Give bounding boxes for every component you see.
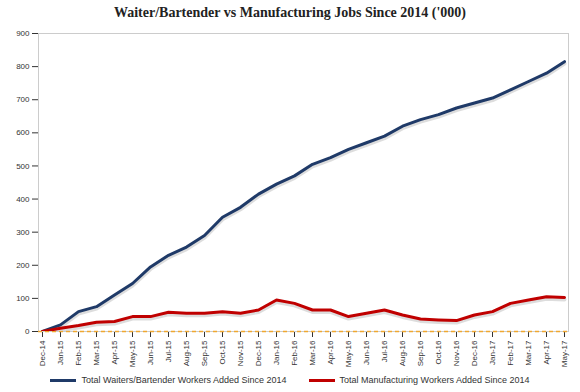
- svg-text:Dec-14: Dec-14: [38, 340, 47, 366]
- svg-text:800: 800: [16, 62, 30, 71]
- svg-text:May-16: May-16: [344, 340, 353, 367]
- html-text:Waiter/Bartender vs Manufactur: Waiter/Bartender vs Manufacturing Jobs S…: [114, 5, 466, 20]
- svg-text:Feb-15: Feb-15: [74, 340, 83, 366]
- svg-text:300: 300: [16, 228, 30, 237]
- svg-text:May-17: May-17: [560, 340, 569, 367]
- svg-text:Oct-16: Oct-16: [434, 340, 443, 365]
- svg-text:400: 400: [16, 195, 30, 204]
- svg-text:Feb-16: Feb-16: [290, 340, 299, 366]
- svg-text:900: 900: [16, 29, 30, 38]
- svg-text:Jan-16: Jan-16: [272, 340, 281, 365]
- svg-text:Sep-15: Sep-15: [200, 340, 209, 366]
- svg-text:Aug-15: Aug-15: [182, 340, 191, 366]
- svg-text:Jul-16: Jul-16: [380, 340, 389, 362]
- svg-text:Dec-16: Dec-16: [470, 340, 479, 366]
- svg-text:Apr-16: Apr-16: [326, 340, 335, 365]
- svg-text:Nov-15: Nov-15: [236, 340, 245, 366]
- svg-text:Jan-15: Jan-15: [56, 340, 65, 365]
- svg-text:Aug-16: Aug-16: [398, 340, 407, 366]
- svg-text:Oct-15: Oct-15: [218, 340, 227, 365]
- svg-text:May-15: May-15: [128, 340, 137, 367]
- svg-text:100: 100: [16, 294, 30, 303]
- svg-text:Sep-16: Sep-16: [416, 340, 425, 366]
- html-text:Total Manufacturing Workers Ad: Total Manufacturing Workers Added Since …: [339, 375, 530, 385]
- svg-text:700: 700: [16, 95, 30, 104]
- svg-text:Nov-16: Nov-16: [452, 340, 461, 366]
- html-text:Total Waiters/Bartender Worker: Total Waiters/Bartender Workers Added Si…: [81, 375, 287, 385]
- svg-text:500: 500: [16, 162, 30, 171]
- svg-text:Feb-17: Feb-17: [506, 340, 515, 366]
- svg-text:0: 0: [25, 327, 30, 336]
- svg-text:Mar-15: Mar-15: [92, 340, 101, 366]
- svg-text:Jun-15: Jun-15: [146, 340, 155, 365]
- svg-text:Apr-17: Apr-17: [542, 340, 551, 365]
- svg-text:Jul-15: Jul-15: [164, 340, 173, 362]
- svg-text:Apr-15: Apr-15: [110, 340, 119, 365]
- svg-text:Mar-17: Mar-17: [524, 340, 533, 366]
- svg-text:Mar-16: Mar-16: [308, 340, 317, 366]
- svg-text:200: 200: [16, 261, 30, 270]
- svg-text:600: 600: [16, 128, 30, 137]
- svg-text:Dec-15: Dec-15: [254, 340, 263, 366]
- svg-text:Jun-16: Jun-16: [362, 340, 371, 365]
- svg-text:Jan-17: Jan-17: [488, 340, 497, 365]
